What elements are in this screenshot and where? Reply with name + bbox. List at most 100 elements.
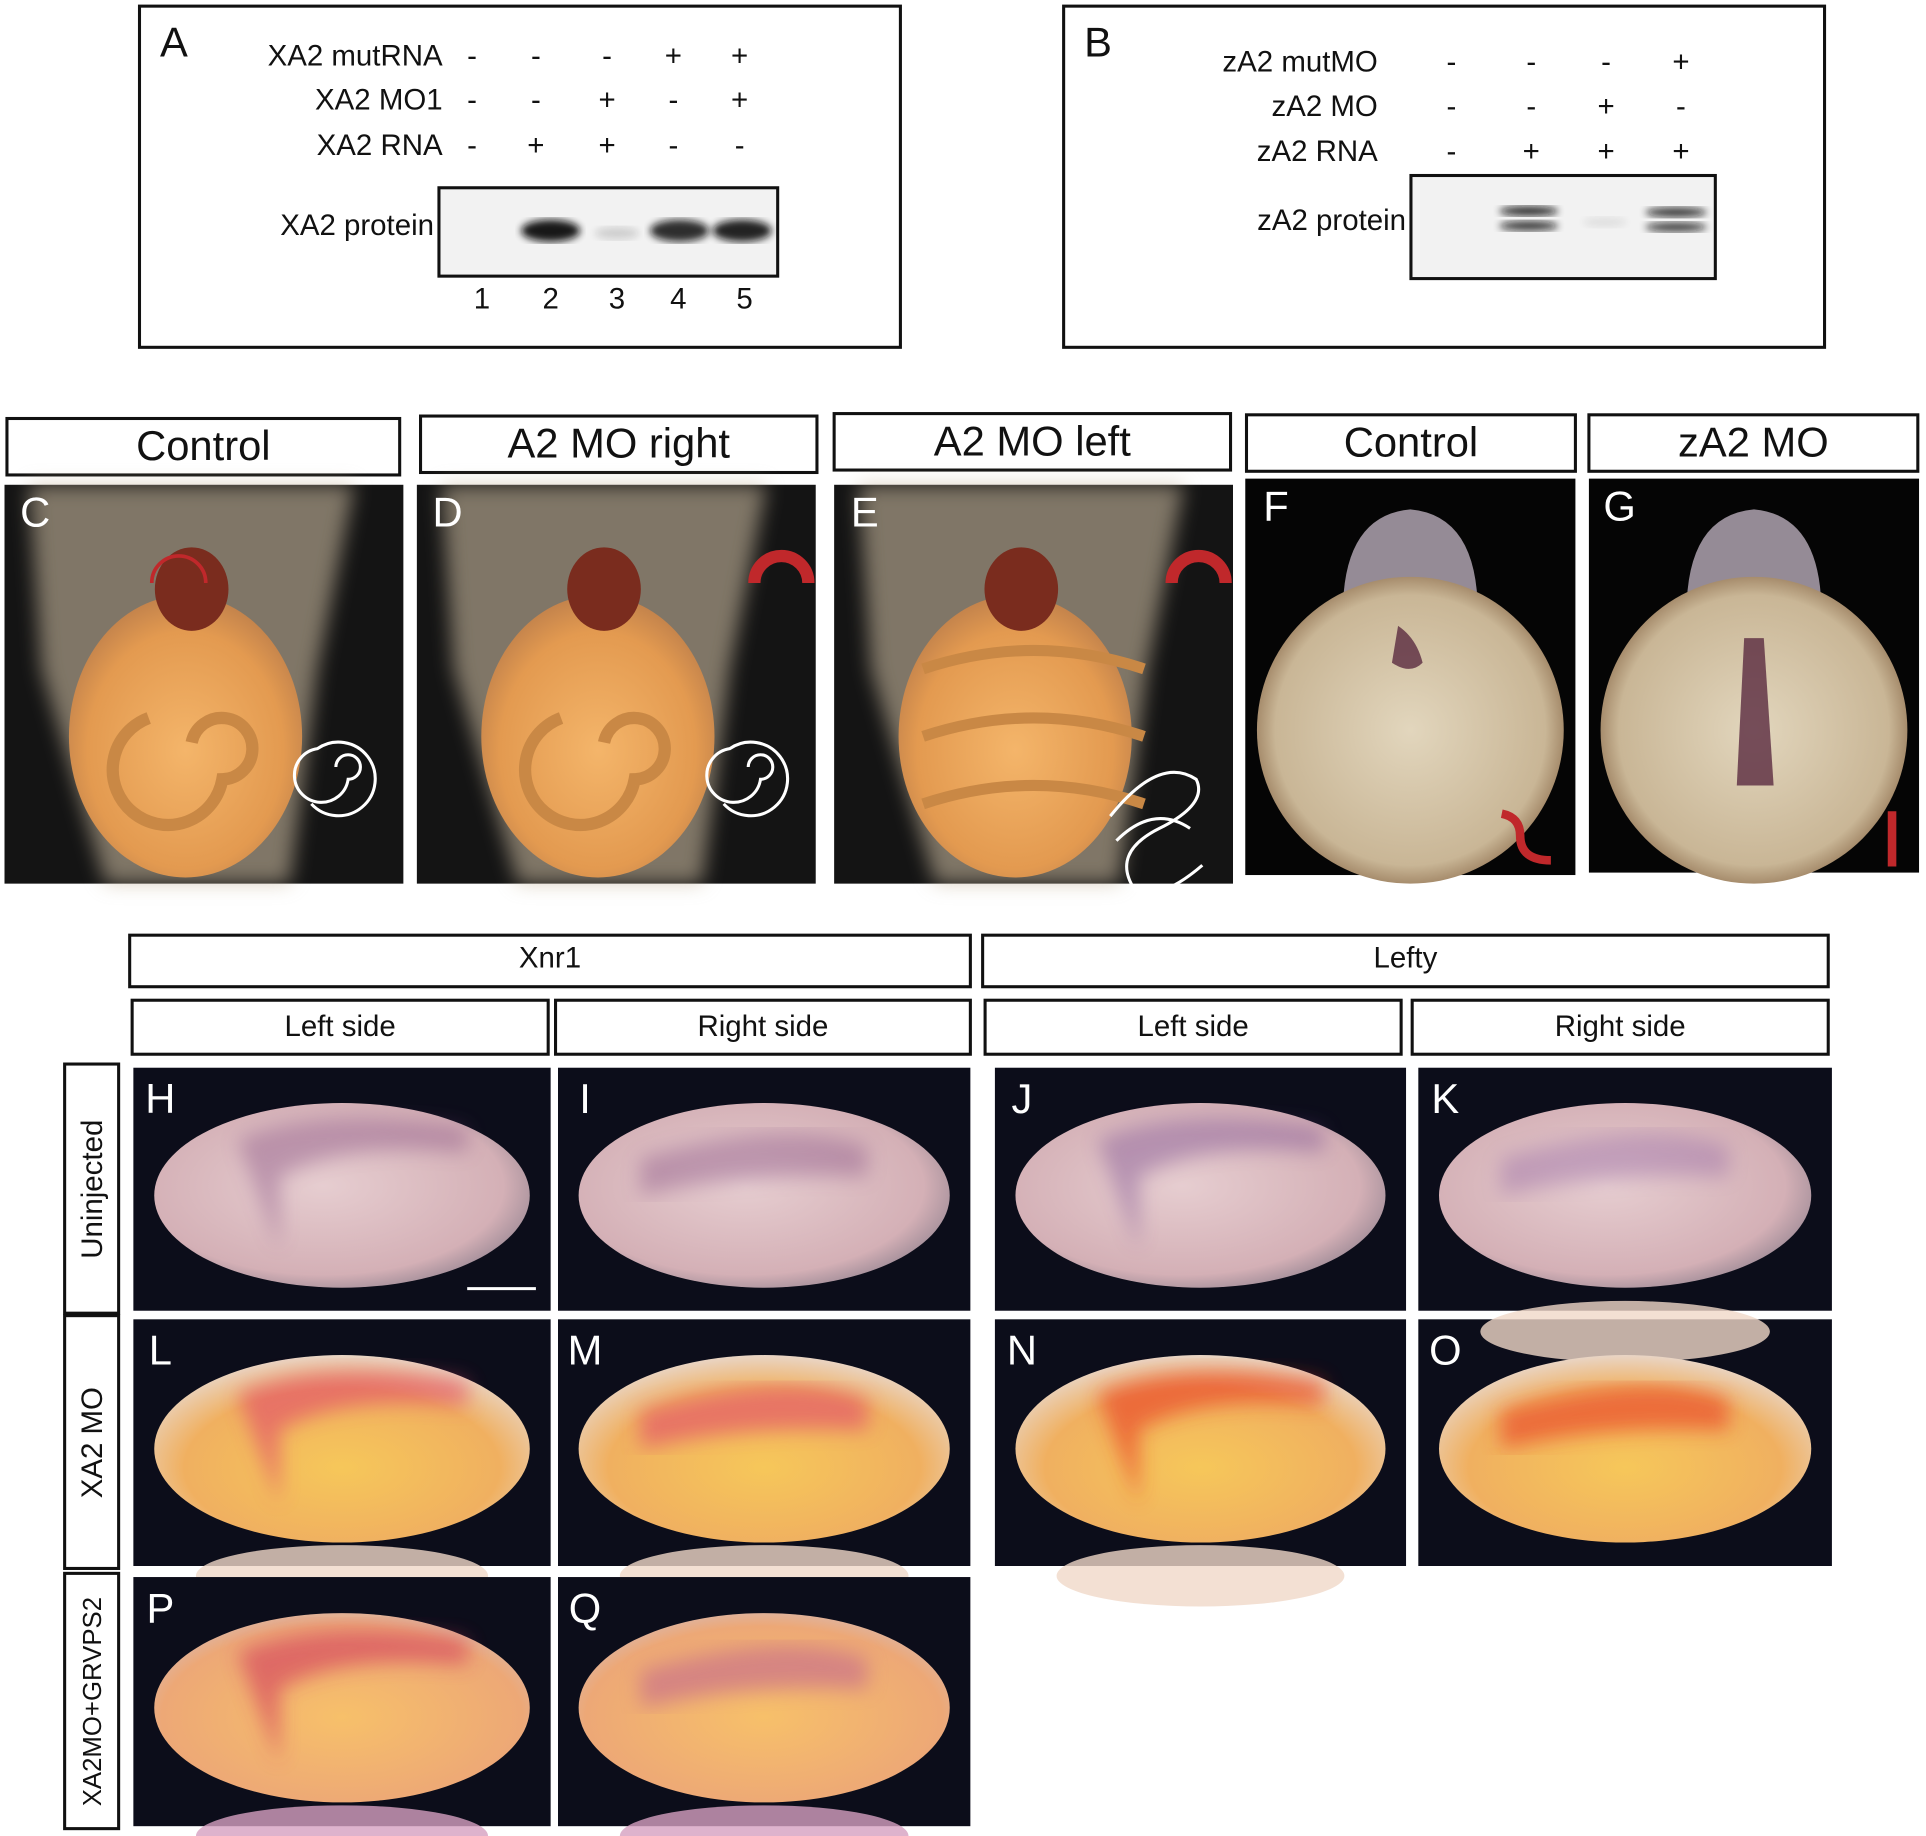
lane-number: 3 bbox=[609, 282, 625, 315]
condition-mark: - bbox=[735, 129, 745, 162]
stain bbox=[1501, 1386, 1729, 1449]
side-box bbox=[130, 998, 550, 1056]
row-label: XA2 MO bbox=[76, 1387, 109, 1498]
panel-letter: P bbox=[146, 1584, 174, 1631]
heart bbox=[984, 547, 1059, 631]
loop bbox=[921, 779, 1146, 810]
stain bbox=[1097, 1118, 1324, 1250]
panel-header-box bbox=[1587, 413, 1920, 473]
side-label: Right side bbox=[1555, 1010, 1686, 1043]
embryo bbox=[578, 1103, 950, 1288]
panel-header-box bbox=[832, 412, 1233, 472]
stain bbox=[237, 1630, 468, 1765]
panel-letter: G bbox=[1603, 482, 1635, 529]
neighbour-embryo bbox=[1480, 1300, 1770, 1363]
panel-header-box bbox=[5, 416, 402, 477]
condition-mark: + bbox=[1597, 135, 1614, 168]
panel-header-box bbox=[419, 414, 819, 475]
panel-header-box bbox=[1244, 413, 1577, 473]
side-box bbox=[1410, 998, 1830, 1056]
side-label: Right side bbox=[698, 1010, 829, 1043]
group-box bbox=[981, 933, 1830, 989]
stain bbox=[237, 1118, 468, 1250]
photo bbox=[1588, 478, 1920, 884]
loop bbox=[921, 712, 1146, 742]
protein-band bbox=[650, 219, 709, 242]
protein-band bbox=[1499, 206, 1559, 216]
coil bbox=[106, 711, 259, 832]
direction-arrow bbox=[149, 554, 208, 584]
condition-mark: - bbox=[668, 84, 678, 117]
condition-mark: - bbox=[531, 84, 541, 117]
condition-mark: - bbox=[1676, 90, 1686, 123]
stain bbox=[237, 1371, 468, 1505]
panel-letter: F bbox=[1263, 482, 1288, 529]
embryo-photo bbox=[994, 1319, 1407, 1607]
condition-mark: - bbox=[1447, 46, 1457, 79]
condition-mark: + bbox=[1597, 90, 1614, 123]
embryo bbox=[578, 1355, 950, 1543]
midline-stain bbox=[1736, 638, 1774, 786]
panel-letter: M bbox=[568, 1327, 603, 1374]
embryo-photo bbox=[558, 1067, 971, 1311]
row-label: zA2 MO bbox=[1271, 90, 1377, 123]
embryo-photo bbox=[1418, 1067, 1832, 1311]
row-label: XA2 MO1 bbox=[315, 84, 443, 117]
condition-mark: - bbox=[1601, 46, 1611, 79]
stain bbox=[640, 1386, 868, 1449]
row-label-box bbox=[63, 1571, 121, 1831]
embryo bbox=[578, 1613, 950, 1803]
panel-letter: N bbox=[1007, 1327, 1037, 1374]
condition-mark: - bbox=[1447, 90, 1457, 123]
stain bbox=[1501, 1133, 1729, 1196]
direction-arrow bbox=[1165, 549, 1232, 584]
direction-arrow bbox=[748, 549, 815, 584]
blot-label: XA2 protein bbox=[280, 209, 434, 242]
panel-letter: A bbox=[160, 18, 188, 65]
yolk bbox=[1256, 576, 1564, 884]
condition-mark: - bbox=[1526, 90, 1536, 123]
condition-mark: + bbox=[1672, 135, 1689, 168]
loop bbox=[921, 644, 1146, 675]
condition-mark: - bbox=[668, 129, 678, 162]
neighbour-embryo bbox=[1056, 1545, 1345, 1607]
protein-band bbox=[594, 227, 639, 240]
embryo-photo bbox=[558, 1319, 971, 1607]
condition-mark: - bbox=[531, 39, 541, 72]
condition-mark: + bbox=[731, 84, 748, 117]
side-label: Left side bbox=[285, 1010, 396, 1043]
panel-header: A2 MO right bbox=[507, 420, 730, 467]
protein-band bbox=[1499, 220, 1559, 231]
condition-mark: - bbox=[467, 129, 477, 162]
panel-letter: L bbox=[149, 1327, 172, 1374]
group-box bbox=[128, 933, 972, 989]
panel-letter: O bbox=[1429, 1327, 1461, 1374]
row-label-box bbox=[63, 1314, 121, 1570]
row-label: zA2 mutMO bbox=[1222, 46, 1377, 79]
spiral-icon bbox=[1109, 770, 1204, 895]
embryo-photo bbox=[133, 1067, 551, 1311]
protein-band bbox=[1582, 217, 1627, 228]
panel-letter: Q bbox=[569, 1584, 601, 1631]
panel-frame bbox=[1062, 4, 1827, 349]
row-label: Uninjected bbox=[76, 1120, 109, 1259]
spiral-icon bbox=[292, 740, 377, 818]
embryo-photo bbox=[1418, 1300, 1832, 1566]
side-box bbox=[983, 998, 1403, 1056]
embryo-photo bbox=[558, 1577, 971, 1836]
gut bbox=[898, 595, 1132, 878]
panel-header: zA2 MO bbox=[1678, 419, 1829, 466]
coil bbox=[518, 711, 671, 832]
condition-mark: - bbox=[1447, 135, 1457, 168]
stain bbox=[640, 1645, 868, 1708]
photo bbox=[834, 484, 1233, 895]
group-label: Lefty bbox=[1374, 942, 1438, 975]
embryo-photo bbox=[994, 1067, 1407, 1311]
photo bbox=[1245, 478, 1576, 884]
condition-mark: + bbox=[1523, 135, 1540, 168]
panel-letter: D bbox=[432, 488, 462, 535]
panel-letter: B bbox=[1084, 18, 1112, 65]
panel-header: Control bbox=[1344, 419, 1479, 466]
